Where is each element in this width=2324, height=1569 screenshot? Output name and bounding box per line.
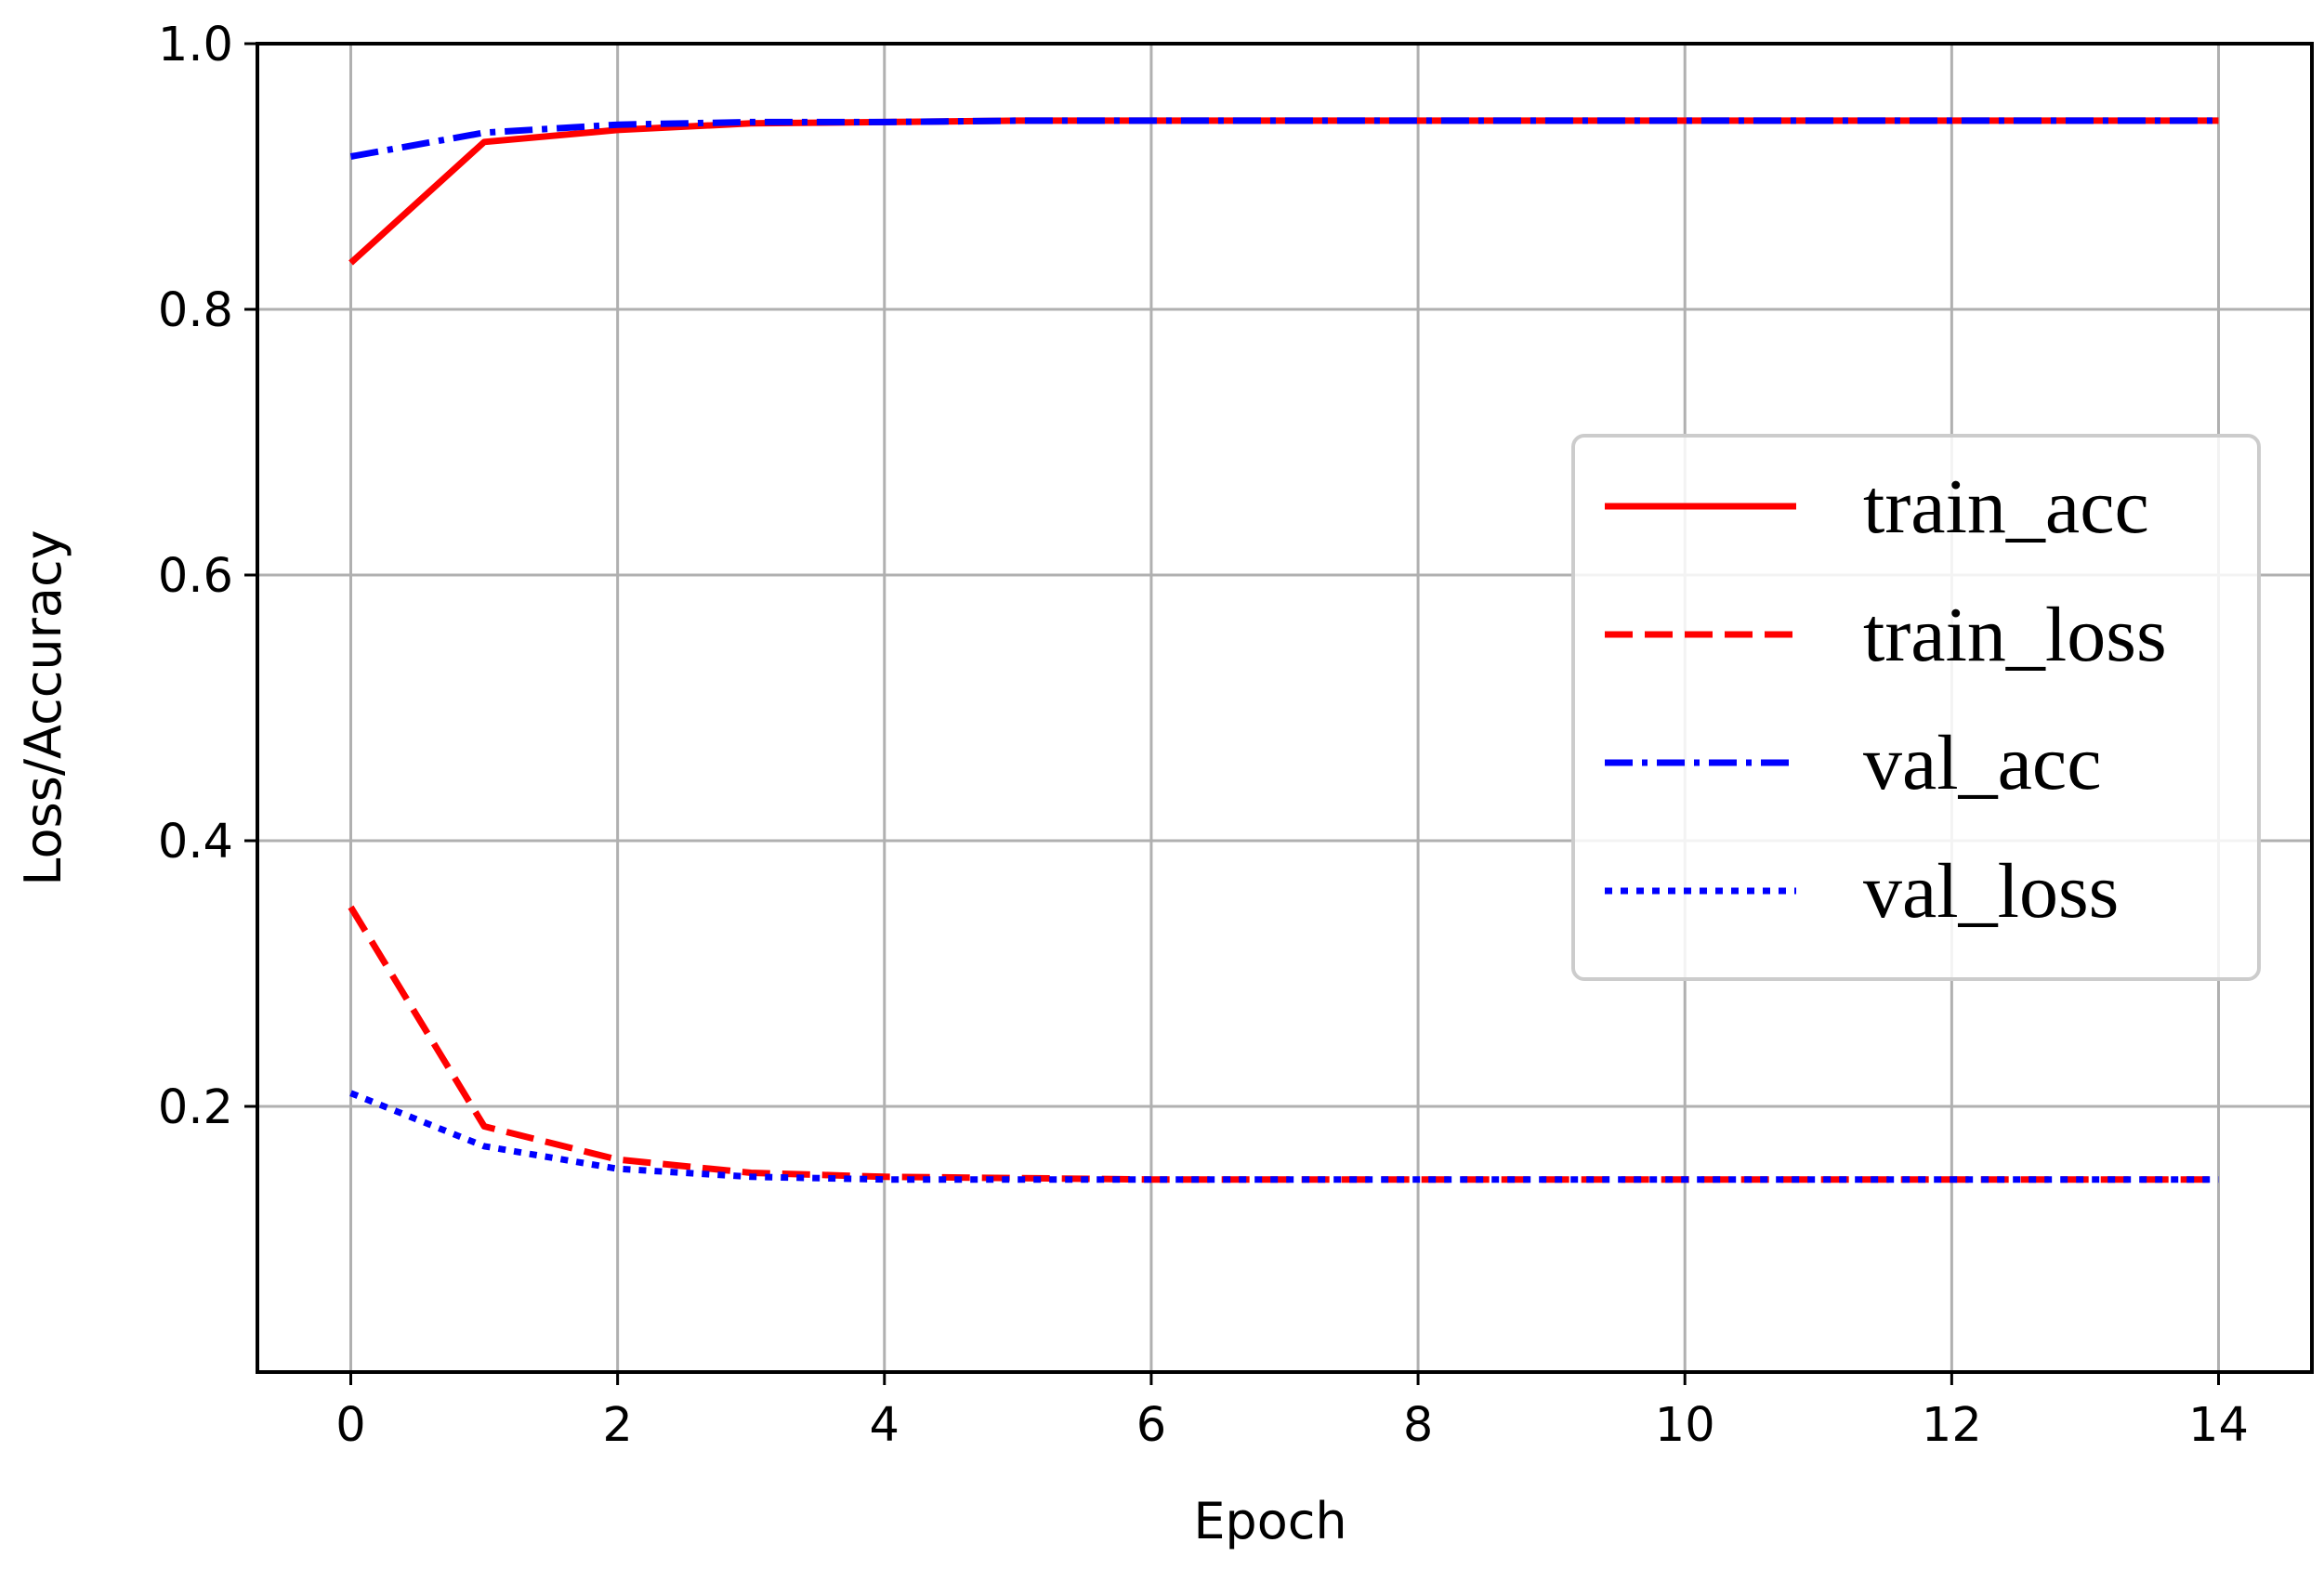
x-tick-label: 10 <box>1655 1398 1715 1453</box>
y-tick-label: 1.0 <box>158 18 233 72</box>
x-tick-label: 14 <box>2188 1398 2249 1453</box>
x-tick-label: 8 <box>1403 1398 1433 1453</box>
series-line-train-acc <box>348 117 2219 266</box>
x-tick-label: 4 <box>870 1398 899 1453</box>
y-tick-label: 0.2 <box>158 1080 233 1135</box>
y-tick-label: 0.8 <box>158 283 233 338</box>
x-tick-label: 6 <box>1136 1398 1166 1453</box>
x-tick-label: 2 <box>602 1398 632 1453</box>
legend-box <box>1571 434 2261 981</box>
ticks: 0 2 4 6 8 10 12 14 0.2 0.4 0.6 0.8 1.0 <box>158 18 2249 1453</box>
y-tick-label: 0.4 <box>158 815 233 869</box>
plot-frame <box>256 42 2314 1374</box>
legend-label: train_loss <box>1863 592 2167 678</box>
x-axis-title: Epoch <box>1193 1492 1346 1550</box>
y-tick-label: 0.6 <box>158 549 233 604</box>
x-tick-label: 12 <box>1922 1398 1982 1453</box>
legend-label: val_acc <box>1863 720 2101 806</box>
legend-label: val_loss <box>1863 848 2119 935</box>
y-axis-title: Loss/Accuracy <box>14 530 72 885</box>
legend-label: train_acc <box>1863 464 2149 550</box>
series-layer <box>348 117 2219 1183</box>
x-tick-label: 0 <box>335 1398 365 1453</box>
series-line-val-loss <box>349 1090 2219 1183</box>
series-line-val-acc <box>349 117 2219 160</box>
legend: train_acc train_loss val_acc val_loss <box>1571 434 2261 981</box>
